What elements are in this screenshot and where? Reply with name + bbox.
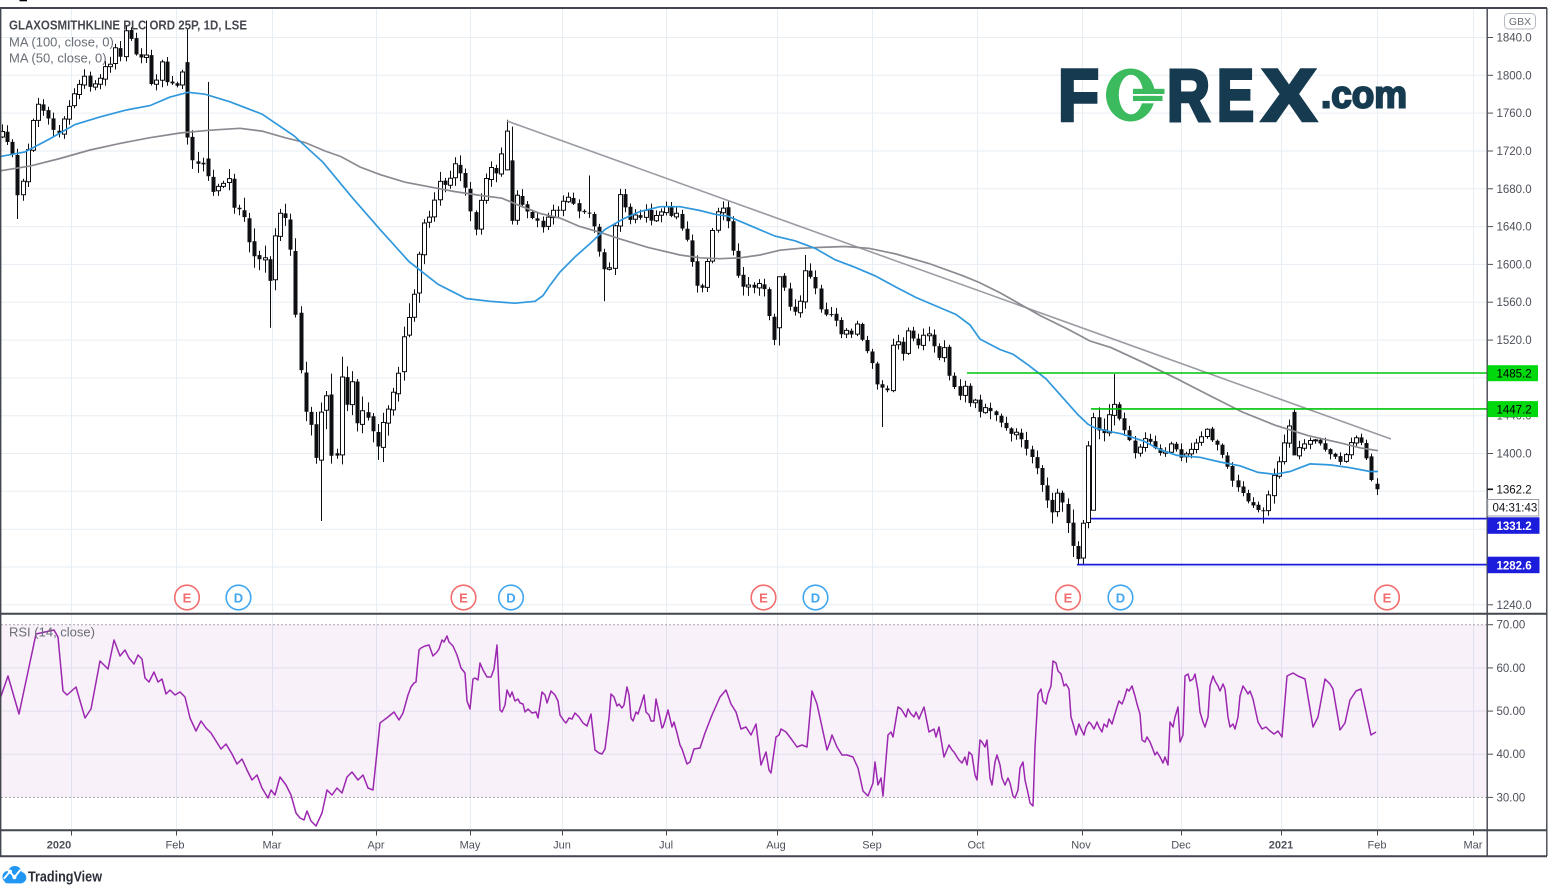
svg-text:50.00: 50.00 — [1497, 706, 1526, 718]
svg-text:Mar: Mar — [1464, 840, 1483, 852]
svg-text:E: E — [759, 590, 768, 605]
svg-text:1240.0: 1240.0 — [1497, 600, 1532, 612]
svg-text:D: D — [811, 590, 820, 605]
svg-text:E: E — [1383, 590, 1392, 605]
svg-text:May: May — [460, 840, 481, 852]
svg-text:RSI (14, close): RSI (14, close) — [9, 625, 95, 640]
svg-text:Jun: Jun — [553, 840, 571, 852]
svg-text:1485.2: 1485.2 — [1497, 368, 1532, 380]
svg-text:1331.2: 1331.2 — [1497, 521, 1532, 533]
svg-text:30.00: 30.00 — [1497, 792, 1526, 804]
svg-text:Dec: Dec — [1171, 840, 1191, 852]
svg-text:E: E — [183, 590, 192, 605]
svg-text:MA (50, close, 0): MA (50, close, 0) — [9, 51, 107, 66]
svg-text:.com: .com — [1321, 75, 1407, 117]
svg-text:Jul: Jul — [659, 840, 673, 852]
svg-text:1800.0: 1800.0 — [1497, 70, 1532, 82]
svg-text:1680.0: 1680.0 — [1497, 184, 1532, 196]
svg-text:1640.0: 1640.0 — [1497, 222, 1532, 234]
svg-text:Apr: Apr — [367, 840, 384, 852]
svg-text:Oct: Oct — [967, 840, 984, 852]
svg-text:1400.0: 1400.0 — [1497, 449, 1532, 461]
svg-text:MA (100, close, 0): MA (100, close, 0) — [9, 35, 114, 50]
svg-text:D: D — [506, 590, 515, 605]
svg-text:X: X — [1262, 56, 1316, 137]
svg-text:GLAXOSMITHKLINE PLC ORD 25P, 1: GLAXOSMITHKLINE PLC ORD 25P, 1D, LSE — [9, 18, 247, 33]
svg-text:1282.6: 1282.6 — [1497, 560, 1532, 572]
svg-text:1600.0: 1600.0 — [1497, 259, 1532, 271]
svg-text:Sep: Sep — [862, 840, 882, 852]
svg-text:GBX: GBX — [1509, 16, 1531, 28]
svg-text:E: E — [1064, 590, 1073, 605]
svg-text:2021: 2021 — [1269, 840, 1293, 852]
svg-text:R: R — [1167, 56, 1210, 137]
svg-text:Feb: Feb — [1368, 840, 1387, 852]
svg-text:04:31:43: 04:31:43 — [1493, 503, 1538, 515]
svg-text:1720.0: 1720.0 — [1497, 146, 1532, 158]
svg-text:Mar: Mar — [263, 840, 282, 852]
svg-text:D: D — [234, 590, 243, 605]
svg-text:1520.0: 1520.0 — [1497, 335, 1532, 347]
svg-text:1840.0: 1840.0 — [1497, 33, 1532, 45]
svg-text:1447.2: 1447.2 — [1497, 404, 1532, 416]
svg-text:1760.0: 1760.0 — [1497, 108, 1532, 120]
svg-text:D: D — [1116, 590, 1125, 605]
svg-text:2020: 2020 — [47, 840, 71, 852]
svg-text:F: F — [1058, 56, 1099, 137]
svg-text:Feb: Feb — [166, 840, 185, 852]
svg-text:1560.0: 1560.0 — [1497, 297, 1532, 309]
svg-text:60.00: 60.00 — [1497, 663, 1526, 675]
svg-text:E: E — [1217, 56, 1254, 137]
svg-text:70.00: 70.00 — [1497, 620, 1526, 632]
svg-text:1362.2: 1362.2 — [1497, 484, 1532, 496]
svg-text:Aug: Aug — [766, 840, 786, 852]
svg-text:TradingView: TradingView — [28, 869, 102, 886]
svg-text:40.00: 40.00 — [1497, 749, 1526, 761]
svg-text:Nov: Nov — [1071, 840, 1091, 852]
svg-text:E: E — [459, 590, 468, 605]
